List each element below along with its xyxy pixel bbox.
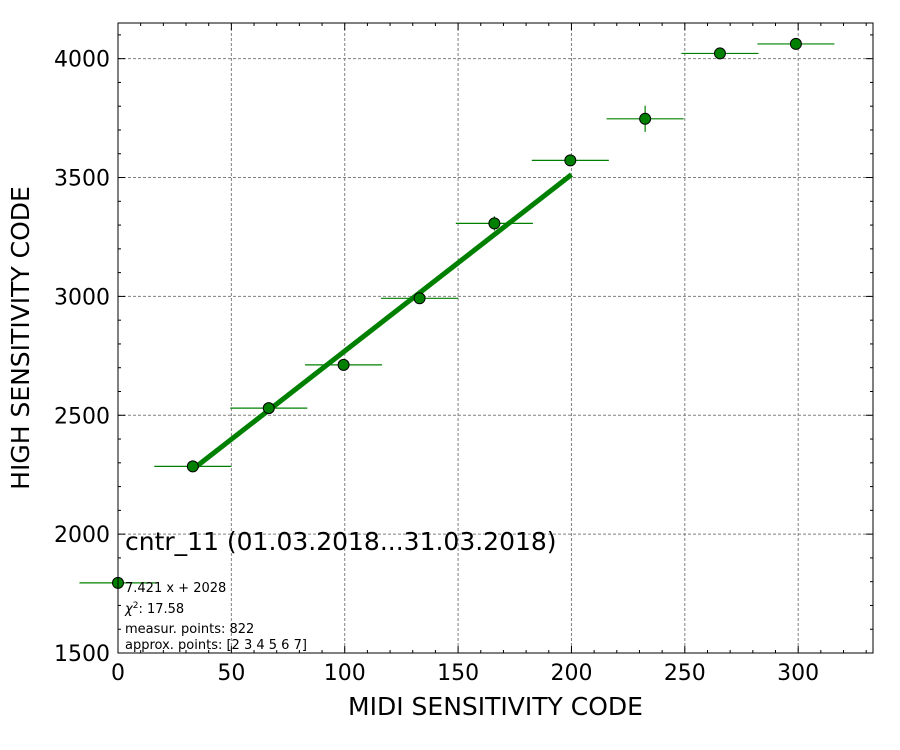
y-axis-label: HIGH SENSITIVITY CODE <box>6 186 35 490</box>
x-axis-label: MIDI SENSITIVITY CODE <box>348 692 643 721</box>
data-point <box>488 217 501 230</box>
annotation-fit-equation: 7.421 x + 2028 <box>125 581 226 596</box>
data-point <box>639 112 652 125</box>
data-point <box>337 358 350 371</box>
data-point <box>413 292 426 305</box>
data-point <box>262 402 275 415</box>
x-tick-label: 150 <box>437 661 479 686</box>
fit-line <box>191 172 573 472</box>
x-tick-label: 0 <box>111 661 125 686</box>
fit-line-layer <box>191 172 573 472</box>
x-tick-label: 50 <box>217 661 245 686</box>
y-axis-ticks: 1500 2000 2500 3000 3500 4000 <box>54 48 873 667</box>
x-tick-label: 200 <box>550 661 592 686</box>
y-tick-label: 3500 <box>54 167 110 192</box>
data-point <box>186 460 199 473</box>
data-points-layer <box>112 37 802 589</box>
grid <box>118 23 873 653</box>
data-point <box>564 154 577 167</box>
y-tick-label: 2500 <box>54 404 110 429</box>
y-tick-label: 3000 <box>54 285 110 310</box>
x-tick-label: 100 <box>324 661 366 686</box>
x-tick-label: 300 <box>777 661 819 686</box>
y-tick-label: 4000 <box>54 48 110 73</box>
data-point <box>713 47 726 60</box>
y-tick-label: 1500 <box>54 642 110 667</box>
data-point <box>789 37 802 50</box>
errorbar-layer <box>79 43 835 584</box>
annotation-chi-square: χ2: 17.58 <box>124 601 184 617</box>
x-axis-ticks: 0 50 100 150 200 250 300 <box>111 23 819 686</box>
annotation-approx-points: approx. points: [2 3 4 5 6 7] <box>125 638 307 653</box>
annotation-measurement-points: measur. points: 822 <box>125 622 254 637</box>
x-tick-label: 250 <box>664 661 706 686</box>
y-tick-label: 2000 <box>54 523 110 548</box>
plot-area-frame <box>117 22 874 654</box>
chi-square-value: : 17.58 <box>138 602 184 617</box>
annotation-period-title: cntr_11 (01.03.2018...31.03.2018) <box>125 527 557 556</box>
